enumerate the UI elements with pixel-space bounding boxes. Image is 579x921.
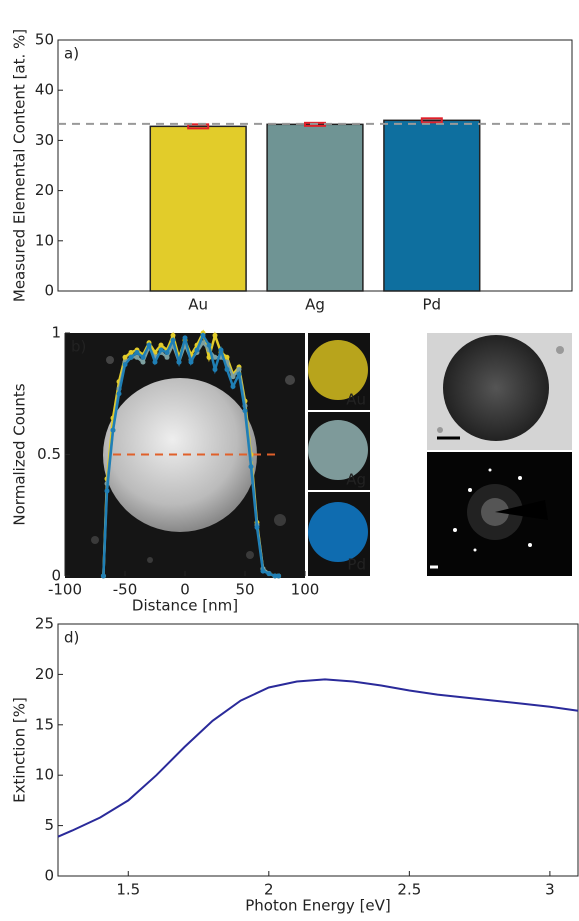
series-marker — [225, 355, 230, 360]
y-tick-label: 25 — [35, 615, 54, 633]
diffraction-image — [427, 452, 572, 576]
series-marker — [213, 333, 218, 338]
y-tick-label: 20 — [35, 665, 54, 683]
x-tick-label: Au — [188, 296, 208, 314]
series-marker — [165, 355, 170, 360]
series-marker — [249, 464, 254, 469]
series-marker — [117, 391, 122, 396]
series-marker — [207, 343, 212, 348]
series-marker — [225, 367, 230, 372]
x-axis-label: Distance [nm] — [132, 597, 238, 615]
x-tick-label: Pd — [423, 296, 442, 314]
series-marker — [195, 348, 200, 353]
eds-maps — [308, 333, 370, 576]
series-marker — [171, 338, 176, 343]
bar — [384, 120, 480, 291]
figure: 01020304050a)Measured Elemental Content … — [0, 0, 579, 917]
bar — [267, 124, 363, 291]
series-marker — [213, 367, 218, 372]
plot-frame — [58, 624, 578, 876]
series-marker — [135, 355, 140, 360]
tem-image — [427, 333, 572, 450]
series-marker — [105, 488, 110, 493]
series-marker — [201, 333, 206, 338]
series-marker — [129, 355, 134, 360]
y-tick-label: 30 — [35, 131, 54, 149]
series-marker — [141, 360, 146, 365]
x-tick-label: 2.5 — [397, 881, 421, 899]
x-tick-label: 3 — [545, 881, 555, 899]
series-marker — [261, 569, 266, 574]
series-marker — [171, 333, 176, 338]
y-tick-label: 5 — [44, 816, 54, 834]
series-marker — [101, 574, 106, 579]
y-tick-label: 10 — [35, 766, 54, 784]
panel-label: b) — [71, 338, 86, 356]
series-marker — [231, 384, 236, 389]
map-label: Ag — [346, 471, 366, 489]
series-marker — [141, 355, 146, 360]
series-marker — [135, 350, 140, 355]
x-tick-label: Ag — [305, 296, 325, 314]
y-tick-label: 20 — [35, 181, 54, 199]
series-marker — [147, 343, 152, 348]
series-marker — [189, 360, 194, 365]
y-tick-label: 0 — [44, 867, 54, 885]
y-tick-label: 50 — [35, 31, 54, 49]
y-axis-label: Measured Elemental Content [at. %] — [11, 29, 29, 302]
series-marker — [219, 348, 224, 353]
series-marker — [123, 362, 128, 367]
series-marker — [177, 360, 182, 365]
y-tick-label: 0.5 — [37, 445, 61, 463]
bar — [150, 126, 246, 291]
series-marker — [159, 348, 164, 353]
series-marker — [255, 525, 260, 530]
x-axis-label: Photon Energy [eV] — [245, 897, 391, 915]
y-tick-label: 1 — [51, 324, 61, 342]
y-tick-label: 15 — [35, 715, 54, 733]
series-marker — [237, 372, 242, 377]
series-marker — [129, 350, 134, 355]
series-marker — [276, 574, 281, 579]
y-axis-label: Extinction [%] — [11, 697, 29, 803]
series-marker — [243, 408, 248, 413]
x-tick-label: 100 — [291, 581, 320, 599]
x-tick-label: 1.5 — [116, 881, 140, 899]
y-tick-label: 40 — [35, 81, 54, 99]
panel-label: a) — [64, 45, 79, 63]
series-marker — [183, 335, 188, 340]
series-marker — [267, 571, 272, 576]
series-marker — [153, 360, 158, 365]
y-tick-label: 0 — [44, 282, 54, 300]
x-tick-label: -100 — [48, 581, 82, 599]
panel-label: d) — [64, 629, 79, 647]
y-tick-label: 10 — [35, 231, 54, 249]
y-axis-label: Normalized Counts — [11, 383, 29, 525]
series-marker — [159, 343, 164, 348]
series-marker — [237, 367, 242, 372]
series-line — [58, 679, 578, 836]
map-label: Pd — [347, 556, 366, 574]
map-label: Au — [346, 391, 366, 409]
series-marker — [165, 350, 170, 355]
series-marker — [111, 428, 116, 433]
series-marker — [123, 355, 128, 360]
x-tick-label: 50 — [235, 581, 254, 599]
